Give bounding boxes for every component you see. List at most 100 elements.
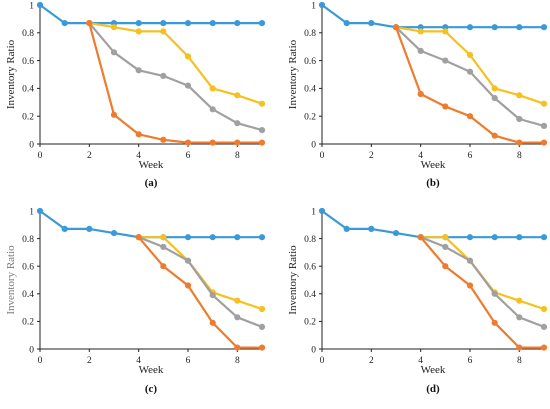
data-point-yellow bbox=[540, 100, 548, 107]
data-point-gray bbox=[491, 290, 498, 297]
data-point-orange bbox=[184, 139, 192, 146]
chart-panel-4: 0 0.2 0.4 0.6 0.8 1 0 2 4 6 8 Week Inventory Ratio (d… bbox=[287, 207, 548, 395]
x-axis-label: Week bbox=[139, 364, 164, 376]
data-point-blue bbox=[61, 20, 68, 27]
data-point-gray bbox=[184, 82, 192, 89]
series-line-blue bbox=[321, 4, 544, 29]
y-tick-label: 0.6 bbox=[304, 263, 316, 273]
data-point-blue bbox=[491, 24, 498, 31]
data-point-gray bbox=[516, 115, 523, 123]
data-point-orange bbox=[234, 344, 241, 351]
y-tick-label: 0.8 bbox=[22, 235, 34, 245]
y-tick-label: 0 bbox=[29, 345, 34, 355]
series-line-yellow bbox=[89, 22, 263, 105]
chart-panel-2: 0 0.2 0.4 0.6 0.8 1 0 2 4 6 8 Week Inventory Ratio (b… bbox=[287, 1, 548, 189]
series-line-orange bbox=[419, 236, 544, 349]
data-point-orange bbox=[209, 319, 216, 326]
data-point-yellow bbox=[258, 305, 266, 313]
data-point-blue bbox=[209, 234, 216, 241]
series-line-blue bbox=[321, 210, 544, 239]
series-line-blue bbox=[39, 4, 262, 25]
data-point-orange bbox=[184, 282, 192, 289]
y-tick-label: 0.6 bbox=[22, 57, 34, 67]
x-axis-label: Week bbox=[421, 159, 446, 171]
y-tick-label: 0.2 bbox=[304, 318, 316, 328]
data-point-gray bbox=[442, 57, 449, 64]
series-blue bbox=[36, 207, 266, 241]
data-point-orange bbox=[540, 139, 548, 146]
data-point-gray bbox=[466, 257, 474, 264]
data-point-blue bbox=[86, 225, 93, 232]
data-point-gray bbox=[110, 49, 118, 56]
y-axis-label: Inventory Ratio bbox=[287, 245, 299, 315]
data-point-gray bbox=[516, 314, 523, 321]
data-point-blue bbox=[491, 234, 498, 241]
data-point-yellow bbox=[258, 100, 266, 107]
y-tick-label: 0.6 bbox=[304, 57, 316, 67]
x-tick-label: 0 bbox=[38, 356, 43, 366]
data-point-yellow bbox=[184, 53, 192, 60]
data-point-yellow bbox=[110, 24, 118, 31]
data-point-orange bbox=[442, 103, 449, 110]
data-point-orange bbox=[160, 263, 167, 270]
x-axis-label: Week bbox=[421, 364, 446, 376]
x-tick-label: 8 bbox=[517, 356, 522, 366]
panel-label: (a) bbox=[145, 177, 158, 189]
data-point-yellow bbox=[442, 234, 449, 241]
data-point-yellow bbox=[417, 28, 424, 35]
series-orange bbox=[417, 234, 548, 351]
y-tick-label: 0 bbox=[311, 140, 316, 150]
data-point-blue bbox=[135, 20, 142, 27]
y-axis-label: Inventory Ratio bbox=[5, 39, 17, 109]
data-point-blue bbox=[36, 207, 44, 215]
chart-panel-1: 0 0.2 0.4 0.6 0.8 1 0 2 4 6 8 Week Inventory Ratio (a… bbox=[5, 1, 266, 189]
series-gray bbox=[135, 234, 266, 330]
data-point-orange bbox=[160, 136, 167, 143]
panel-label: (b) bbox=[426, 177, 440, 189]
data-point-gray bbox=[209, 106, 216, 113]
data-point-blue bbox=[61, 225, 68, 232]
data-point-yellow bbox=[234, 297, 241, 304]
y-tick-label: 0.8 bbox=[22, 29, 34, 39]
data-point-blue bbox=[209, 20, 216, 27]
data-point-yellow bbox=[135, 28, 142, 35]
series-line-orange bbox=[88, 22, 262, 144]
series-line-yellow bbox=[420, 236, 545, 311]
data-point-gray bbox=[234, 314, 241, 321]
x-tick-label: 4 bbox=[418, 151, 423, 161]
data-point-yellow bbox=[442, 28, 449, 35]
series-orange bbox=[86, 20, 266, 146]
data-point-blue bbox=[368, 20, 375, 27]
data-point-orange bbox=[491, 132, 498, 139]
y-tick-label: 0.4 bbox=[304, 85, 316, 95]
data-point-gray bbox=[209, 292, 216, 299]
series-line-gray bbox=[138, 236, 263, 328]
data-point-gray bbox=[442, 243, 449, 250]
x-tick-label: 2 bbox=[369, 151, 374, 161]
chart-panel-3: 0 0.2 0.4 0.6 0.8 1 0 2 4 6 8 Week Inventory Ratio (c… bbox=[5, 207, 266, 395]
y-tick-label: 0.4 bbox=[22, 290, 34, 300]
data-point-blue bbox=[110, 230, 118, 237]
data-point-blue bbox=[392, 230, 400, 237]
x-tick-label: 4 bbox=[418, 356, 423, 366]
data-point-orange bbox=[442, 263, 449, 270]
data-point-yellow bbox=[160, 234, 167, 241]
data-point-yellow bbox=[466, 51, 474, 59]
series-line-yellow bbox=[138, 236, 263, 311]
data-point-gray bbox=[135, 67, 142, 74]
data-point-blue bbox=[516, 234, 523, 241]
series-yellow bbox=[135, 234, 266, 313]
data-point-blue bbox=[318, 207, 326, 215]
y-axis-label: Inventory Ratio bbox=[5, 245, 17, 315]
y-tick-label: 1 bbox=[311, 207, 316, 217]
data-point-orange bbox=[417, 90, 424, 98]
series-blue bbox=[318, 207, 548, 241]
data-point-gray bbox=[234, 120, 241, 127]
data-point-orange bbox=[417, 234, 424, 241]
x-tick-label: 8 bbox=[235, 356, 240, 366]
data-point-yellow bbox=[234, 92, 241, 99]
data-point-gray bbox=[258, 323, 266, 330]
y-tick-label: 0 bbox=[29, 140, 34, 150]
data-point-blue bbox=[540, 24, 548, 31]
